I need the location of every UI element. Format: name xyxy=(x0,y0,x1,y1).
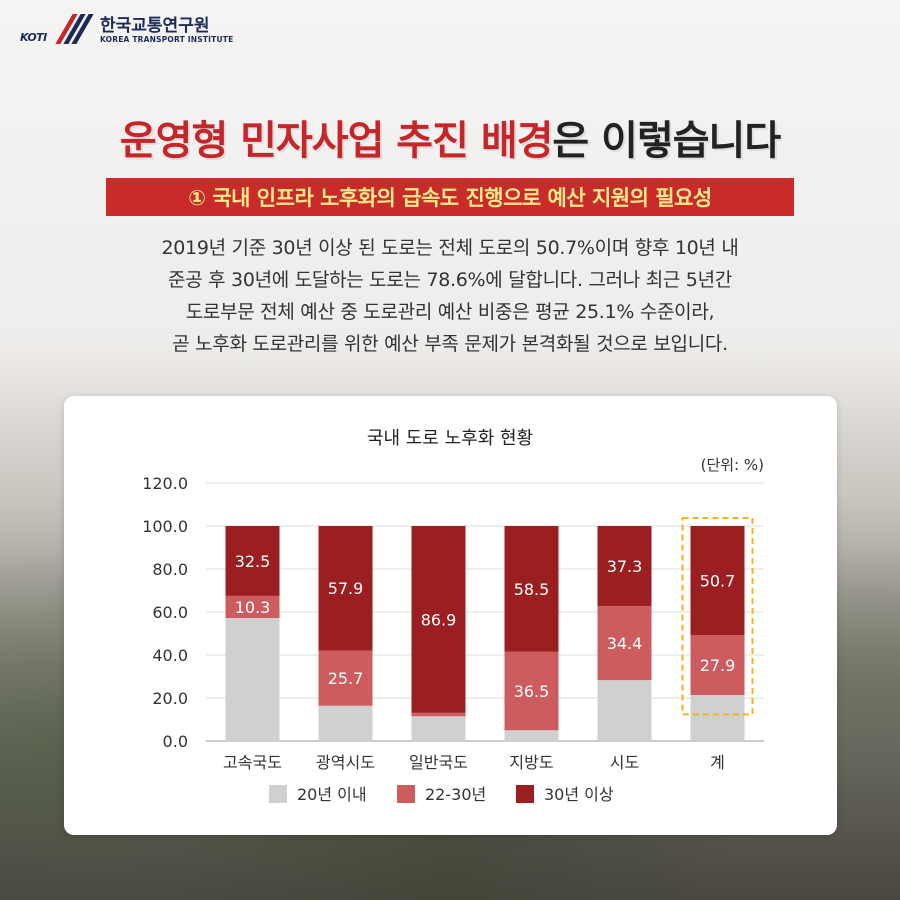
x-tick-label: 광역시도 xyxy=(316,753,375,772)
y-tick-label: 100.0 xyxy=(142,517,188,536)
legend-swatch xyxy=(516,785,534,803)
bar-segment xyxy=(504,730,559,741)
legend-label: 22-30년 xyxy=(425,785,486,804)
data-label: 36.5 xyxy=(514,682,550,701)
koti-logo-mark: KOTI xyxy=(20,14,94,46)
body-paragraph: 2019년 기준 30년 이상 된 도로는 전체 도로의 50.7%이며 향후 … xyxy=(60,232,840,360)
data-label: 58.5 xyxy=(514,580,550,599)
data-label: 10.3 xyxy=(235,598,271,617)
data-label: 34.4 xyxy=(607,634,643,653)
data-label: 27.9 xyxy=(700,656,736,675)
body-line: 도로부문 전체 예산 중 도로관리 예산 비중은 평균 25.1% 수준이라, xyxy=(185,301,715,323)
chart-title: 국내 도로 노후화 현황 xyxy=(367,428,533,449)
logo: KOTI 한국교통연구원 KOREA TRANSPORT INSTITUTE xyxy=(20,14,233,46)
bar-segment xyxy=(411,526,466,713)
bar-segment xyxy=(411,712,466,717)
legend-swatch xyxy=(269,785,287,803)
bar-segment xyxy=(225,526,280,596)
x-tick-label: 고속국도 xyxy=(223,753,282,772)
headline-dark-part: 은 이렇습니다 xyxy=(552,118,781,164)
bar-segment xyxy=(318,705,373,741)
y-tick-label: 80.0 xyxy=(152,560,188,579)
x-tick-label: 계 xyxy=(710,753,725,772)
bar-segment xyxy=(225,618,280,741)
logo-name-ko: 한국교통연구원 xyxy=(100,15,210,36)
legend-label: 30년 이상 xyxy=(544,785,614,804)
bar-segment xyxy=(318,650,373,706)
x-tick-label: 지방도 xyxy=(509,753,553,772)
y-tick-label: 0.0 xyxy=(163,732,188,751)
body-line: 준공 후 30년에 도달하는 도로는 78.6%에 달합니다. 그러나 최근 5… xyxy=(168,269,732,291)
chart-unit-label: (단위: %) xyxy=(701,456,764,474)
bar-segment xyxy=(504,526,559,652)
body-line: 2019년 기준 30년 이상 된 도로는 전체 도로의 50.7%이며 향후 … xyxy=(161,237,739,259)
bar-segment xyxy=(411,716,466,741)
y-tick-label: 120.0 xyxy=(142,474,188,493)
headline: 운영형 민자사업 추진 배경은 이렇습니다 xyxy=(0,108,900,166)
x-tick-label: 시도 xyxy=(610,753,639,772)
y-tick-label: 20.0 xyxy=(152,689,188,708)
headline-red-part: 운영형 민자사업 추진 배경 xyxy=(119,118,554,164)
logo-name-en: KOREA TRANSPORT INSTITUTE xyxy=(100,34,234,44)
data-label: 32.5 xyxy=(235,552,271,571)
bar-segment xyxy=(597,680,652,741)
logo-koti-text: KOTI xyxy=(20,31,47,44)
bar-segment xyxy=(225,595,280,619)
y-tick-label: 60.0 xyxy=(152,603,188,622)
bar-segment xyxy=(318,526,373,651)
highlight-box xyxy=(681,517,754,716)
data-label: 86.9 xyxy=(421,610,457,629)
chart-card: 국내 도로 노후화 현황 (단위: %) 0.0 20.0 40.0 60.0 80.0 10… xyxy=(64,396,837,835)
data-label: 57.9 xyxy=(328,579,364,598)
bar-segment xyxy=(504,651,559,731)
bar-segment xyxy=(690,635,745,695)
subhead-banner: ① 국내 인프라 노후화의 급속도 진행으로 예산 지원의 필요성 xyxy=(106,178,794,216)
data-label: 50.7 xyxy=(700,572,736,591)
bar-segment xyxy=(690,694,745,741)
data-label: 25.7 xyxy=(328,669,364,688)
x-tick-label: 일반국도 xyxy=(409,753,468,772)
y-tick-label: 40.0 xyxy=(152,646,188,665)
legend-label: 20년 이내 xyxy=(297,785,367,804)
legend-swatch xyxy=(397,785,415,803)
body-line: 곧 노후화 도로관리를 위한 예산 부족 문제가 본격화될 것으로 보입니다. xyxy=(172,333,728,355)
bar-segment xyxy=(597,606,652,681)
stacked-bar-chart: 국내 도로 노후화 현황 (단위: %) 0.0 20.0 40.0 60.0 80.0 10… xyxy=(142,428,764,804)
bar-segment xyxy=(690,526,745,636)
bar-segment xyxy=(597,526,652,607)
data-label: 37.3 xyxy=(607,557,643,576)
